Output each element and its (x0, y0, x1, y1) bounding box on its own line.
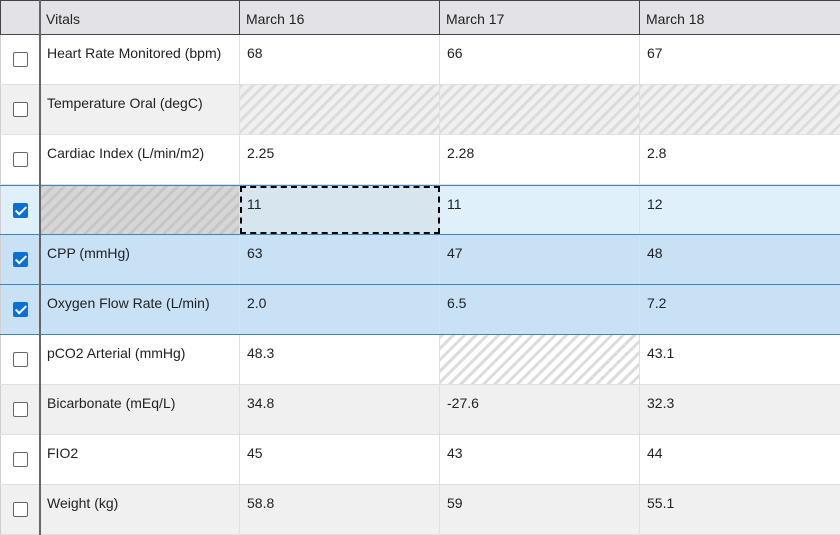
value-cell[interactable]: 44 (647, 445, 663, 461)
header-row: Vitals March 16 March 17 March 18 (0, 0, 840, 35)
table-row[interactable]: FIO2 45 43 44 (0, 435, 840, 485)
column-header-date[interactable]: March 18 (646, 11, 705, 27)
value-cell[interactable]: 34.8 (240, 385, 440, 434)
vital-label-cell[interactable]: Cardiac Index (L/min/m2) (40, 135, 240, 184)
table-row[interactable]: Temperature Oral (degC) (0, 85, 840, 135)
value-cell[interactable]: 66 (440, 35, 640, 84)
row-checkbox-checked[interactable] (13, 302, 28, 317)
value-cell[interactable]: 68 (240, 35, 440, 84)
row-checkbox-cell (0, 435, 40, 484)
vital-label-cell[interactable]: CPP (mmHg) (40, 235, 240, 284)
column-header-date[interactable]: March 16 (240, 1, 440, 34)
value-cell[interactable]: 58.8 (240, 485, 440, 534)
empty-value-cell[interactable] (440, 335, 640, 384)
column-header-date[interactable]: March 17 (440, 1, 640, 34)
value-cell[interactable]: 55.1 (647, 495, 675, 511)
row-checkbox[interactable] (13, 402, 28, 417)
empty-value-cell[interactable] (640, 85, 840, 134)
value-cell[interactable]: 2.28 (440, 135, 640, 184)
row-checkbox-cell (0, 35, 40, 84)
pinned-column-divider (39, 0, 41, 535)
value-cell[interactable]: 43.1 (647, 345, 675, 361)
value-cell[interactable]: 48 (647, 245, 663, 261)
table-row[interactable]: Weight (kg) 58.8 59 55.1 (0, 485, 840, 535)
value-cell[interactable]: 6.5 (440, 285, 640, 334)
vital-label-cell[interactable]: Temperature Oral (degC) (40, 85, 240, 134)
row-checkbox-cell (0, 335, 40, 384)
row-checkbox-cell (0, 485, 40, 534)
value-cell[interactable]: 45 (240, 435, 440, 484)
vital-label-cell[interactable]: FIO2 (40, 435, 240, 484)
value-cell[interactable]: 2.0 (240, 285, 440, 334)
row-checkbox-cell (0, 235, 40, 284)
value-cell[interactable]: 63 (240, 235, 440, 284)
table-row[interactable]: Heart Rate Monitored (bpm) 68 66 67 (0, 35, 840, 85)
column-header-vitals[interactable]: Vitals (40, 1, 240, 34)
vital-label-cell[interactable]: pCO2 Arterial (mmHg) (40, 335, 240, 384)
vital-label-cell[interactable]: Weight (kg) (40, 485, 240, 534)
table-row[interactable]: Bicarbonate (mEq/L) 34.8 -27.6 32.3 (0, 385, 840, 435)
vital-label-cell[interactable]: Oxygen Flow Rate (L/min) (40, 285, 240, 334)
empty-label-cell[interactable] (40, 186, 240, 234)
value-cell[interactable]: -27.6 (440, 385, 640, 434)
value-cell[interactable]: 59 (440, 485, 640, 534)
value-cell[interactable]: 11 (440, 186, 640, 234)
empty-value-cell[interactable] (240, 85, 440, 134)
empty-value-cell[interactable] (440, 85, 640, 134)
row-checkbox[interactable] (13, 352, 28, 367)
value-cell[interactable]: 2.25 (240, 135, 440, 184)
focused-value-cell[interactable]: 11 (240, 186, 440, 234)
value-cell[interactable]: 43 (440, 435, 640, 484)
value-cell[interactable]: 12 (647, 196, 663, 212)
table-row[interactable]: pCO2 Arterial (mmHg) 48.3 43.1 (0, 335, 840, 385)
table-row-selected[interactable]: Oxygen Flow Rate (L/min) 2.0 6.5 7.2 (0, 285, 840, 335)
row-checkbox[interactable] (13, 152, 28, 167)
row-checkbox-checked[interactable] (13, 252, 28, 267)
row-checkbox[interactable] (13, 52, 28, 67)
table-row-selected[interactable]: CPP (mmHg) 63 47 48 (0, 235, 840, 285)
value-cell[interactable]: 48.3 (240, 335, 440, 384)
row-checkbox-cell (0, 385, 40, 434)
table-row[interactable]: Cardiac Index (L/min/m2) 2.25 2.28 2.8 (0, 135, 840, 185)
value-cell[interactable]: 7.2 (647, 295, 667, 311)
row-checkbox[interactable] (13, 102, 28, 117)
row-checkbox[interactable] (13, 452, 28, 467)
row-checkbox[interactable] (13, 502, 28, 517)
row-checkbox-cell (0, 85, 40, 134)
table-row-selected[interactable]: 11 11 12 (0, 185, 840, 235)
row-checkbox-cell (0, 285, 40, 334)
row-checkbox-cell (0, 135, 40, 184)
select-all-header[interactable] (0, 1, 40, 34)
vital-label-cell[interactable]: Bicarbonate (mEq/L) (40, 385, 240, 434)
vital-label-cell[interactable]: Heart Rate Monitored (bpm) (40, 35, 240, 84)
value-cell[interactable]: 67 (647, 45, 663, 61)
value-cell[interactable]: 32.3 (647, 395, 675, 411)
row-checkbox-checked[interactable] (13, 203, 28, 218)
row-checkbox-cell (0, 186, 40, 234)
value-cell[interactable]: 47 (440, 235, 640, 284)
value-cell[interactable]: 2.8 (647, 145, 667, 161)
